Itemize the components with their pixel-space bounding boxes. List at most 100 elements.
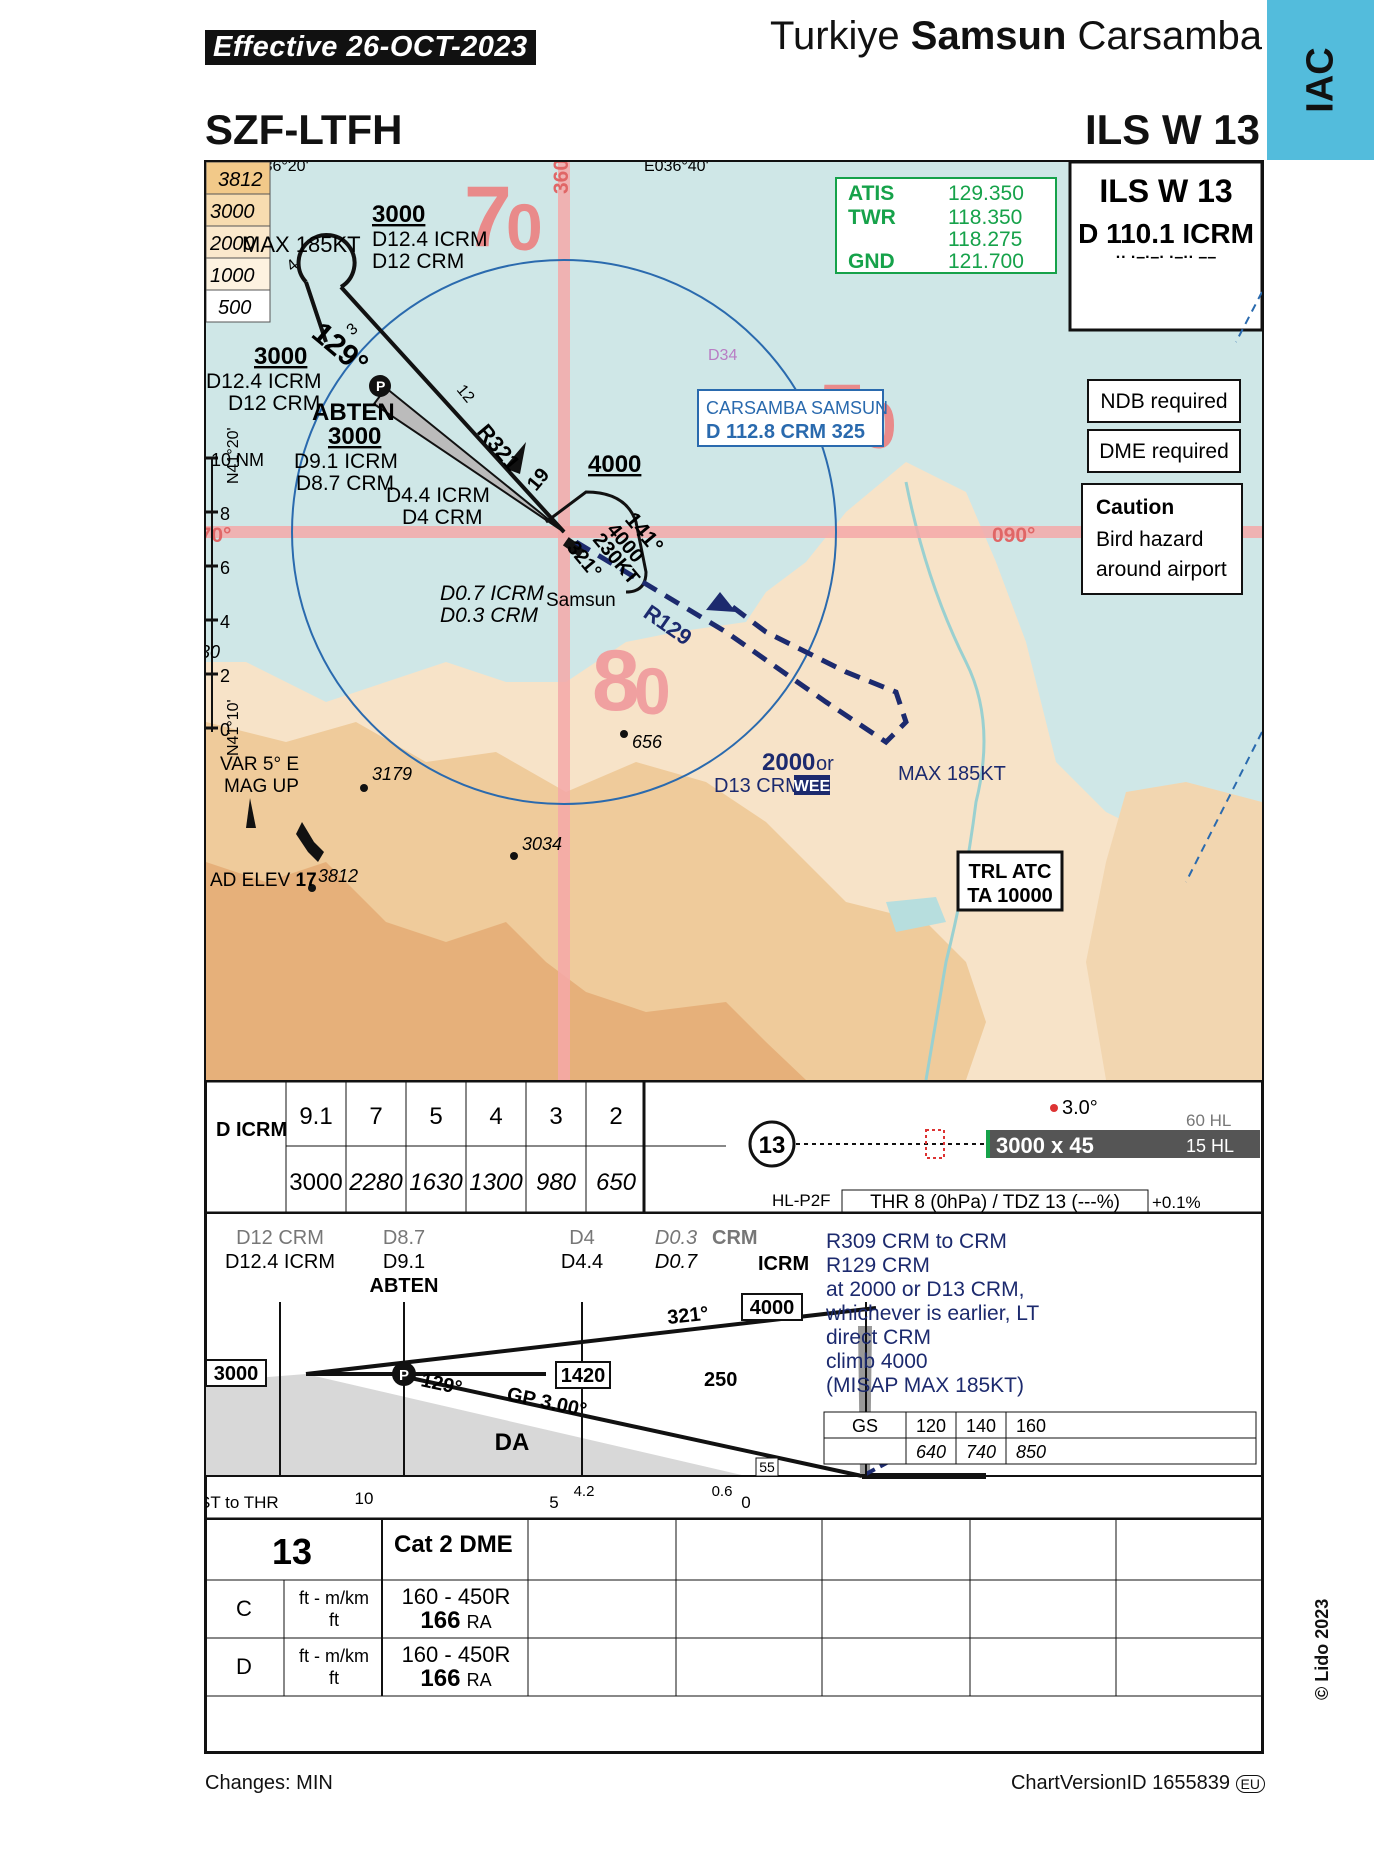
- fir-boundary: [1235, 291, 1262, 343]
- terrain-profile: [206, 1374, 746, 1476]
- gs-rate: 740: [966, 1442, 996, 1462]
- ma-line1: R309 CRM to CRM: [826, 1230, 1007, 1253]
- fix-d07-1: D0.7 ICRM: [440, 582, 544, 605]
- minima-rwy: 13: [272, 1531, 312, 1572]
- alt-3000-left: 3000: [254, 343, 307, 370]
- thr-tdz: THR 8 (0hPa) / TDZ 13 (---%): [870, 1192, 1120, 1213]
- gs-speed: 120: [916, 1416, 946, 1436]
- papi-angle: 3.0°: [1062, 1097, 1098, 1119]
- city: Samsun: [910, 14, 1067, 58]
- legend-3000: 3000: [210, 201, 255, 223]
- trl-label: TRL ATC: [969, 861, 1052, 883]
- dme-alt: 3000: [289, 1169, 342, 1196]
- dme-table-section: D ICRM 9.1 7 5 4 3 2 3000 2280 1630 1300…: [206, 1080, 1262, 1214]
- ma-d13: D13 CRM: [714, 775, 802, 797]
- dist-label: DIST to THR: [206, 1493, 279, 1512]
- vor-freq: D 112.8 CRM 325: [706, 421, 865, 443]
- danger-area-d34: D34: [708, 347, 737, 364]
- prof-d07: D0.7: [655, 1251, 698, 1273]
- abten-alt: 3000: [328, 423, 381, 450]
- msa-sector-80-zero: 0: [634, 654, 671, 728]
- distance-scale: 10 NM 8 6 4 2 0: [206, 450, 264, 740]
- spot-656: 656: [632, 732, 663, 752]
- runway-number-badge: [748, 1120, 796, 1168]
- missed-approach-track: [574, 539, 909, 746]
- legend-3812: 3812: [218, 169, 263, 191]
- dme-dist: 2: [609, 1103, 622, 1130]
- spot-height-icon: [620, 730, 628, 738]
- runway-slope: +0.1%: [1152, 1193, 1201, 1212]
- caution-line2: around airport: [1096, 558, 1227, 581]
- trl-box: [956, 850, 1064, 912]
- comms-box: ATIS 129.350 TWR 118.350 118.275 GND 121…: [835, 177, 1057, 274]
- msa-legend: 3812 3000 2000 1000 500: [206, 162, 271, 323]
- procedure-title: ILS W 13: [1084, 106, 1260, 153]
- minima-table: 13 Cat 2 DME C ft - m/km ft 160 - 450R 1…: [206, 1520, 1262, 1697]
- minima-cat-c: C: [236, 1596, 252, 1621]
- scale-4: 4: [220, 612, 230, 632]
- note-dme: DME required: [1099, 440, 1229, 463]
- notes: NDB required DME required Caution Bird h…: [1081, 379, 1243, 595]
- abten-label: ABTEN: [312, 399, 395, 426]
- version-text: ChartVersionID 1655839: [1010, 1772, 1230, 1794]
- prof-d44: D4.4: [561, 1251, 603, 1273]
- spot-3812: 3812: [318, 866, 358, 886]
- prof-d4: D4: [569, 1227, 595, 1249]
- chart-frame: [204, 160, 1264, 1754]
- comm-freq-twr2: 118.275: [948, 228, 1022, 251]
- minima-cat-d: D: [236, 1654, 252, 1679]
- approach-track: IAC P: [296, 233, 566, 534]
- prof-alt-1420: 1420: [561, 1365, 606, 1387]
- glide-path: [405, 1375, 863, 1478]
- minima-unit: ft: [329, 1610, 339, 1630]
- scale-10nm: 10 NM: [211, 450, 264, 470]
- msa-sector-70: 7: [464, 169, 512, 265]
- longitude-e036-40: E036°40': [644, 162, 709, 175]
- dist-10: 10: [355, 1489, 374, 1508]
- country: Turkiye: [770, 14, 900, 58]
- runway-60hl: 60 HL: [1186, 1111, 1231, 1130]
- bearing-line-270-090: [206, 526, 1262, 538]
- comm-freq-twr: 118.350: [948, 206, 1022, 229]
- speed-limit-2: MAX 185KT: [898, 763, 1006, 785]
- ta-label: TA 10000: [967, 885, 1053, 907]
- dist-0: 0: [741, 1493, 750, 1512]
- chart-type-label: IAC: [1299, 47, 1341, 113]
- speed-limit-1: MAX 185KT: [242, 232, 361, 257]
- fix-left-d2: D12 CRM: [228, 392, 320, 415]
- dme-dist: 3: [549, 1103, 562, 1130]
- dist-42: 4.2: [574, 1483, 595, 1500]
- alt-4000: 4000: [588, 451, 641, 478]
- dme-dist: 5: [429, 1103, 442, 1130]
- ma-line6: climb 4000: [826, 1350, 928, 1373]
- holding-pattern: [545, 490, 648, 594]
- svg-text:P: P: [376, 378, 385, 394]
- plan-view: 7 0 5 0 8 0 360° 270° 090° E036°20' E036…: [206, 162, 1262, 1080]
- runway-diagram: 13 3000 x 45 15 HL 60 HL 3.0° HL-P2F THR…: [748, 1097, 1260, 1213]
- spot-3034: 3034: [522, 834, 562, 854]
- prof-d12: D12 CRM: [236, 1227, 324, 1249]
- ma-line4: whichever is earlier, LT: [825, 1302, 1039, 1325]
- ad-elev-label: AD ELEV 17: [210, 870, 317, 891]
- spot-height-icon: [360, 784, 368, 792]
- tch-box: [755, 1457, 779, 1477]
- fix-top-d2: D12 CRM: [372, 250, 464, 273]
- svg-text:P: P: [399, 1367, 409, 1384]
- abten-waypoint-icon: [369, 375, 391, 397]
- high-point-arrow-icon: [296, 822, 324, 862]
- prof-d124: D12.4 ICRM: [225, 1251, 335, 1273]
- gs-speed: 160: [1016, 1416, 1046, 1436]
- bearing-090-label: 090°: [992, 524, 1035, 547]
- legend-1000: 1000: [210, 265, 255, 287]
- minima-cat: Cat 2 DME: [394, 1531, 513, 1558]
- airport-location: Turkiye Samsun Carsamba: [770, 14, 1262, 59]
- ma-line2: R129 CRM: [826, 1254, 930, 1277]
- minima-unit: ft - m/km: [299, 1646, 369, 1666]
- prof-crm: CRM: [712, 1227, 758, 1249]
- ident-title: ILS W 13: [1099, 173, 1232, 209]
- lights-red: [925, 1129, 945, 1159]
- prof-gp: GP 3.00°: [505, 1383, 589, 1421]
- prof-d91: D9.1: [383, 1251, 425, 1273]
- msa-sector-80: 8: [592, 633, 640, 729]
- dist-06: 0.6: [712, 1483, 733, 1500]
